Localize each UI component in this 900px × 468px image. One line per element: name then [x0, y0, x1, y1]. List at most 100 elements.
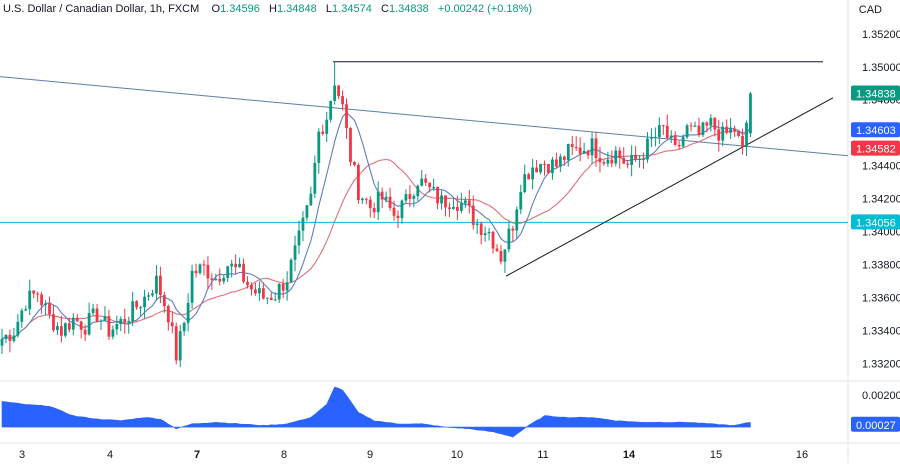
time-axis-label: 11 — [537, 449, 548, 461]
candle-body — [44, 303, 47, 306]
candle-body — [412, 195, 416, 199]
candle-body — [357, 164, 360, 201]
candle-body — [487, 231, 491, 234]
candle-body — [527, 174, 531, 180]
candle-body — [372, 208, 376, 213]
candle-body — [135, 301, 139, 308]
candle-body — [650, 137, 653, 139]
candle-body — [123, 318, 127, 323]
oscillator-value-tag — [851, 416, 900, 432]
candle-body — [709, 117, 713, 126]
candle-body — [665, 125, 669, 138]
candle-body — [119, 318, 123, 325]
candle-body — [285, 282, 289, 291]
candle-body — [566, 143, 570, 161]
candle-body — [467, 200, 471, 206]
candle-body — [170, 322, 174, 327]
candle-body — [107, 316, 111, 337]
candle-body — [535, 167, 538, 173]
candle-body — [111, 329, 115, 337]
candle-body — [741, 135, 744, 147]
candle-body — [67, 323, 71, 330]
price-tag-label: 1.34056 — [856, 217, 896, 229]
candle-body — [32, 290, 36, 294]
candle-body — [511, 228, 515, 231]
candle-body — [733, 128, 736, 132]
candle-body — [143, 296, 146, 308]
candle-body — [218, 278, 222, 282]
time-axis-label: 15 — [710, 449, 722, 461]
oscillator-tick-label: 0.00200 — [862, 390, 900, 402]
candle-body — [618, 150, 622, 159]
low-value: 1.34574 — [332, 3, 372, 15]
candle-body — [440, 195, 443, 204]
candle-body — [408, 194, 412, 199]
candle-body — [705, 122, 709, 126]
symbol-legend: U.S. Dollar / Canadian Dollar, 1h, FXCM … — [3, 3, 532, 15]
candle-body — [547, 164, 550, 174]
candle-body — [558, 156, 562, 167]
price-tag-label: 1.34603 — [856, 125, 896, 137]
candle-body — [139, 307, 142, 309]
candle-body — [60, 326, 63, 336]
candle-body — [669, 135, 673, 138]
candle-body — [333, 85, 337, 101]
candle-body — [673, 135, 677, 145]
candle-body — [329, 100, 333, 120]
candle-body — [297, 230, 301, 246]
candle-body — [20, 310, 24, 322]
candle-body — [281, 283, 285, 291]
candle-body — [697, 125, 701, 136]
candle-body — [598, 157, 602, 163]
candle-body — [87, 313, 91, 335]
candle-body — [301, 217, 305, 231]
candle-body — [368, 199, 372, 209]
time-axis-label: 14 — [623, 449, 636, 461]
time-axis-label: 3 — [19, 449, 25, 461]
oscillator-area — [1, 386, 751, 438]
low-label: L — [325, 3, 333, 15]
ma-fast-line — [1, 111, 751, 340]
descending-trendline — [0, 76, 849, 157]
candle-body — [313, 162, 317, 194]
candle-body — [230, 263, 234, 267]
candle-body — [693, 125, 697, 127]
candle-body — [242, 263, 245, 282]
price-tick-label: 1.35200 — [862, 29, 900, 41]
price-tick-label: 1.33400 — [862, 326, 900, 338]
candle-body — [198, 264, 202, 274]
candle-body — [654, 137, 657, 139]
candle-body — [194, 270, 198, 274]
candle-body — [75, 317, 79, 322]
candle-body — [483, 233, 487, 235]
price-tag-cyan — [851, 214, 900, 230]
time-axis-label: 8 — [281, 449, 287, 461]
candle-body — [725, 126, 729, 133]
candle-body — [226, 266, 230, 278]
candle-body — [574, 147, 578, 149]
price-tag-blue — [851, 122, 900, 138]
candle-body — [28, 290, 32, 310]
candle-body — [495, 248, 499, 251]
open-label: O — [211, 3, 221, 15]
candle-body — [79, 321, 83, 330]
candle-body — [269, 297, 273, 301]
price-tick-label: 1.34400 — [862, 161, 900, 173]
candle-body — [8, 334, 12, 341]
candle-body — [685, 125, 689, 138]
candle-body — [499, 250, 503, 262]
candle-body — [713, 117, 717, 130]
price-tick-label: 1.33600 — [862, 293, 900, 305]
candle-body — [555, 159, 558, 167]
candle-body — [396, 215, 400, 219]
candle-body — [52, 314, 55, 331]
candle-body — [630, 154, 634, 165]
candle-body — [182, 322, 186, 332]
candle-body — [341, 96, 344, 105]
candle-body — [36, 293, 40, 295]
candle-body — [432, 186, 436, 188]
candle-body — [309, 193, 313, 206]
candle-body — [590, 138, 594, 156]
